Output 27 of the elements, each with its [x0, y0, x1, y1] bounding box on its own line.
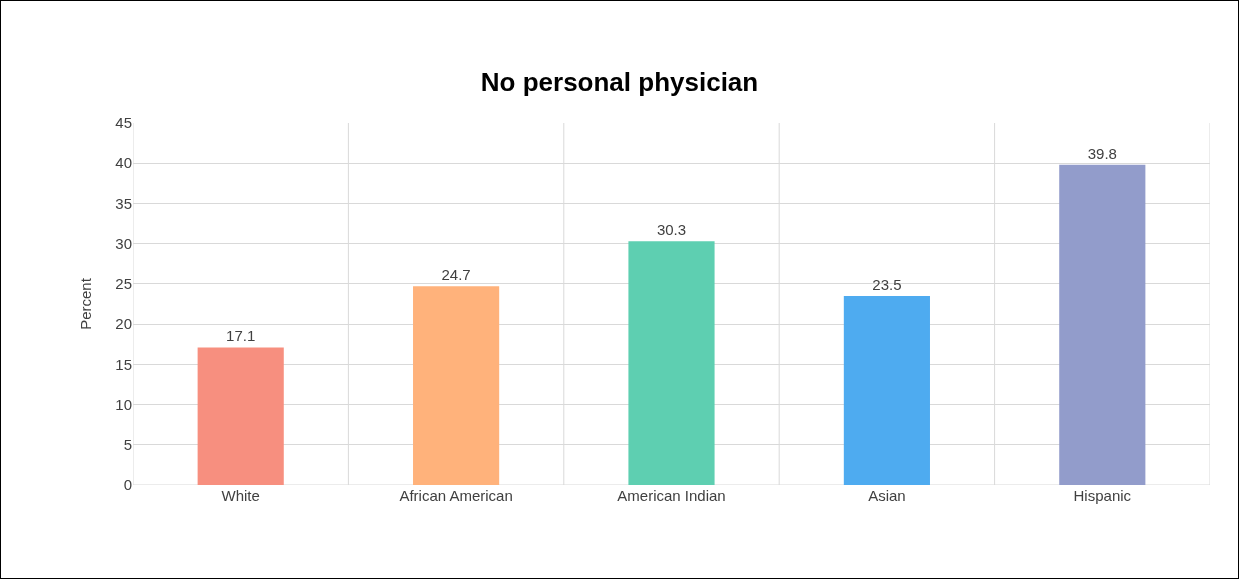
data-label: 24.7: [441, 266, 471, 284]
y-tick-label: 10: [115, 395, 132, 413]
bar: [197, 347, 284, 485]
x-tick-label: African American: [399, 487, 513, 504]
bar: [1059, 164, 1146, 485]
bar: [843, 295, 930, 485]
x-tick-label: American Indian: [617, 487, 726, 504]
bar: [413, 286, 500, 485]
y-axis-title: Percent: [76, 277, 94, 330]
y-tick-label: 5: [123, 436, 132, 454]
y-tick-label: 25: [115, 275, 132, 293]
data-label: 39.8: [1087, 144, 1117, 162]
x-tick-label: Hispanic: [1073, 487, 1132, 504]
y-tick-label: 20: [115, 315, 132, 333]
y-tick-label: 15: [115, 355, 132, 373]
data-label: 30.3: [656, 221, 687, 239]
chart-title: No personal physician: [480, 66, 759, 97]
data-label: 23.5: [872, 275, 902, 293]
y-tick-label: 30: [115, 234, 132, 252]
x-tick-label: White: [221, 487, 260, 504]
y-tick-label: 40: [115, 154, 132, 172]
bar: [628, 241, 715, 485]
data-label: 17.1: [226, 327, 256, 345]
y-tick-label: 0: [123, 476, 132, 494]
y-tick-label: 35: [115, 194, 132, 212]
x-tick-label: Asian: [868, 487, 906, 504]
y-tick-label: 45: [115, 114, 132, 132]
